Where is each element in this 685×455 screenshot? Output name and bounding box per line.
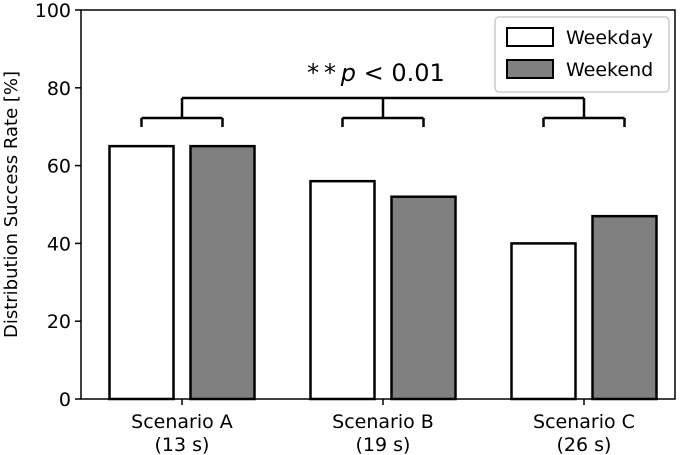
bar-weekday-0 bbox=[108, 144, 175, 401]
legend: Weekday Weekend bbox=[494, 16, 670, 93]
y-tick-label: 0 bbox=[59, 389, 71, 411]
legend-swatch-weekend bbox=[506, 59, 554, 79]
x-tick-label: Scenario B (19 s) bbox=[332, 411, 434, 455]
significance-annotation: * * p < 0.01 bbox=[307, 59, 445, 87]
significance-bracket bbox=[140, 96, 626, 127]
y-tick-label: 20 bbox=[47, 311, 71, 333]
legend-swatch-weekday bbox=[506, 27, 554, 47]
y-axis-label: Distribution Success Rate [%] bbox=[1, 71, 22, 338]
y-tick-label: 100 bbox=[35, 0, 71, 22]
y-tick-label: 60 bbox=[47, 156, 71, 178]
bar-weekday-2 bbox=[510, 242, 577, 401]
y-tick-label: 80 bbox=[47, 78, 71, 100]
legend-label-weekday: Weekday bbox=[566, 27, 653, 49]
y-tick-label: 40 bbox=[47, 233, 71, 255]
x-tick-label: Scenario A (13 s) bbox=[131, 411, 233, 455]
bar-weekday-1 bbox=[309, 179, 376, 401]
bar-weekend-0 bbox=[189, 144, 256, 401]
bar-weekend-1 bbox=[390, 195, 457, 401]
plot-frame bbox=[80, 9, 676, 400]
x-tick-label: Scenario C (26 s) bbox=[533, 411, 635, 455]
legend-label-weekend: Weekend bbox=[566, 59, 653, 81]
bar-weekend-2 bbox=[591, 214, 658, 401]
